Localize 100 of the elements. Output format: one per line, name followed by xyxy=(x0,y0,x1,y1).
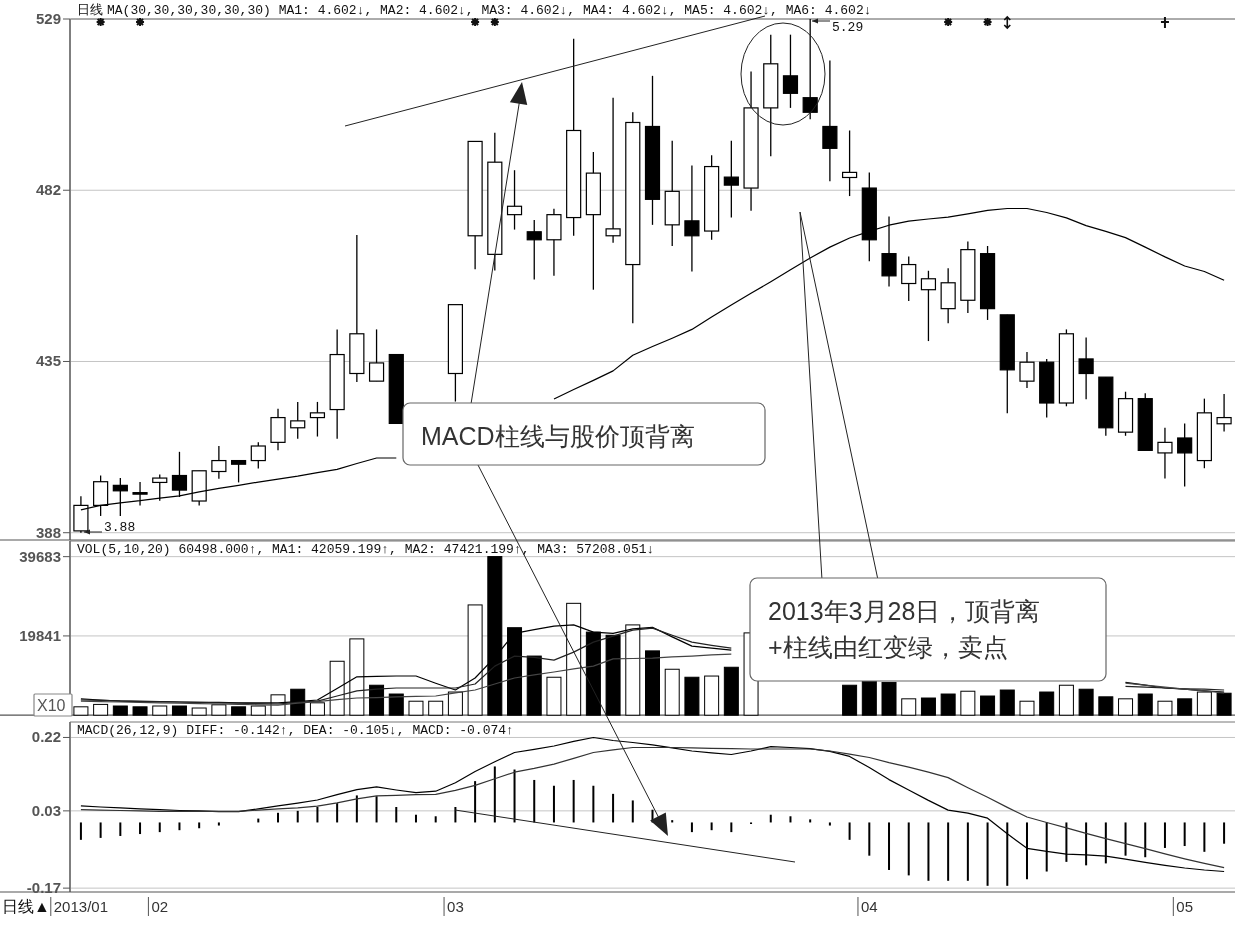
bar xyxy=(250,705,266,716)
bar xyxy=(907,822,910,876)
bar xyxy=(927,822,930,881)
bar xyxy=(112,705,128,716)
bar xyxy=(1019,700,1035,716)
bar xyxy=(546,676,562,716)
y-tick-label: 388 xyxy=(35,523,61,541)
bar xyxy=(316,807,319,823)
bar xyxy=(901,698,917,716)
annotation: 5.29 xyxy=(832,20,864,35)
bar xyxy=(513,769,516,823)
bar xyxy=(1085,822,1088,866)
y-tick-label: 482 xyxy=(35,181,61,199)
bar xyxy=(152,705,168,716)
bar xyxy=(690,822,693,833)
bar xyxy=(1078,688,1094,716)
bar xyxy=(861,680,877,716)
bar xyxy=(178,822,181,831)
bar xyxy=(920,697,936,716)
bar xyxy=(217,822,220,826)
bar xyxy=(99,822,102,838)
bar xyxy=(493,766,496,823)
bar xyxy=(198,822,201,829)
y-tick-label: -0.17 xyxy=(26,879,61,897)
bar xyxy=(592,785,595,823)
y-tick-label: 39683 xyxy=(19,547,61,565)
bar xyxy=(434,816,437,823)
bar xyxy=(612,793,615,823)
bar xyxy=(1223,822,1226,844)
bar xyxy=(1157,700,1173,716)
bar xyxy=(645,650,660,716)
bar xyxy=(171,705,187,716)
bar xyxy=(809,819,812,823)
y-tick-label: 435 xyxy=(35,352,61,370)
bar xyxy=(428,700,444,716)
y-tick-label: 0.03 xyxy=(31,801,61,819)
bar xyxy=(1177,698,1193,716)
bar xyxy=(231,706,247,716)
bar xyxy=(980,695,996,716)
bar xyxy=(888,822,891,870)
bar xyxy=(828,822,831,826)
bar xyxy=(296,810,299,823)
bar xyxy=(533,779,536,823)
bar xyxy=(408,700,424,716)
bar xyxy=(73,706,89,716)
bar xyxy=(848,822,851,840)
x-tick-label: 03 xyxy=(447,898,464,915)
chart-title: 日线 xyxy=(77,3,103,18)
bar xyxy=(132,706,148,716)
bar xyxy=(631,800,634,823)
bar xyxy=(947,822,950,881)
bar xyxy=(664,668,680,716)
y-tick-label: 19841 xyxy=(19,626,61,644)
bar xyxy=(789,816,792,823)
bar xyxy=(999,689,1015,716)
bar xyxy=(139,822,142,835)
bar xyxy=(966,822,969,881)
bar xyxy=(526,655,542,716)
bar xyxy=(158,822,161,833)
bar xyxy=(1144,822,1147,858)
bar xyxy=(454,807,457,823)
text: X10 xyxy=(37,697,66,714)
bar xyxy=(119,822,122,836)
bar xyxy=(1118,698,1134,716)
bar xyxy=(388,693,404,716)
bar xyxy=(572,779,575,823)
annotation: 2013年3月28日，顶背离+柱线由红变绿，卖点 xyxy=(768,597,1041,662)
bar xyxy=(940,693,956,716)
bar xyxy=(986,822,989,886)
chart-subtitle: MA(30,30,30,30,30,30) MA1: 4.602↓, MA2: 4.602↓, MA3: 4.602↓, MA4: 4.602↓, MA5: 4.602↓, MA6: 4.602↓ xyxy=(107,3,872,18)
y-tick-label: 529 xyxy=(35,10,61,27)
bar xyxy=(1163,822,1166,848)
bar xyxy=(369,684,385,716)
annotation: MACD柱线与股价顶背离 xyxy=(421,422,695,450)
bar xyxy=(355,795,358,823)
bar xyxy=(710,822,713,831)
bar xyxy=(769,814,772,823)
bar xyxy=(552,785,555,823)
x-tick-label: 02 xyxy=(151,898,169,915)
bar xyxy=(93,703,109,716)
annotation: 3.88 xyxy=(104,520,136,535)
bar xyxy=(868,822,871,856)
bar xyxy=(704,675,720,716)
bar xyxy=(723,666,739,716)
x-tick-label: 2013/01 xyxy=(53,898,109,915)
bar xyxy=(684,676,700,716)
bar xyxy=(277,812,280,823)
bar xyxy=(1124,822,1127,856)
bar xyxy=(1098,696,1114,716)
bar xyxy=(79,822,82,840)
bar xyxy=(960,690,976,716)
y-tick-label: 0.22 xyxy=(31,728,61,746)
bar xyxy=(1065,822,1068,862)
bar xyxy=(1039,691,1055,716)
bar xyxy=(191,707,207,716)
bar xyxy=(211,704,227,716)
bar xyxy=(1203,822,1206,852)
bar xyxy=(881,681,897,716)
bar xyxy=(395,807,398,823)
bar xyxy=(414,814,417,823)
